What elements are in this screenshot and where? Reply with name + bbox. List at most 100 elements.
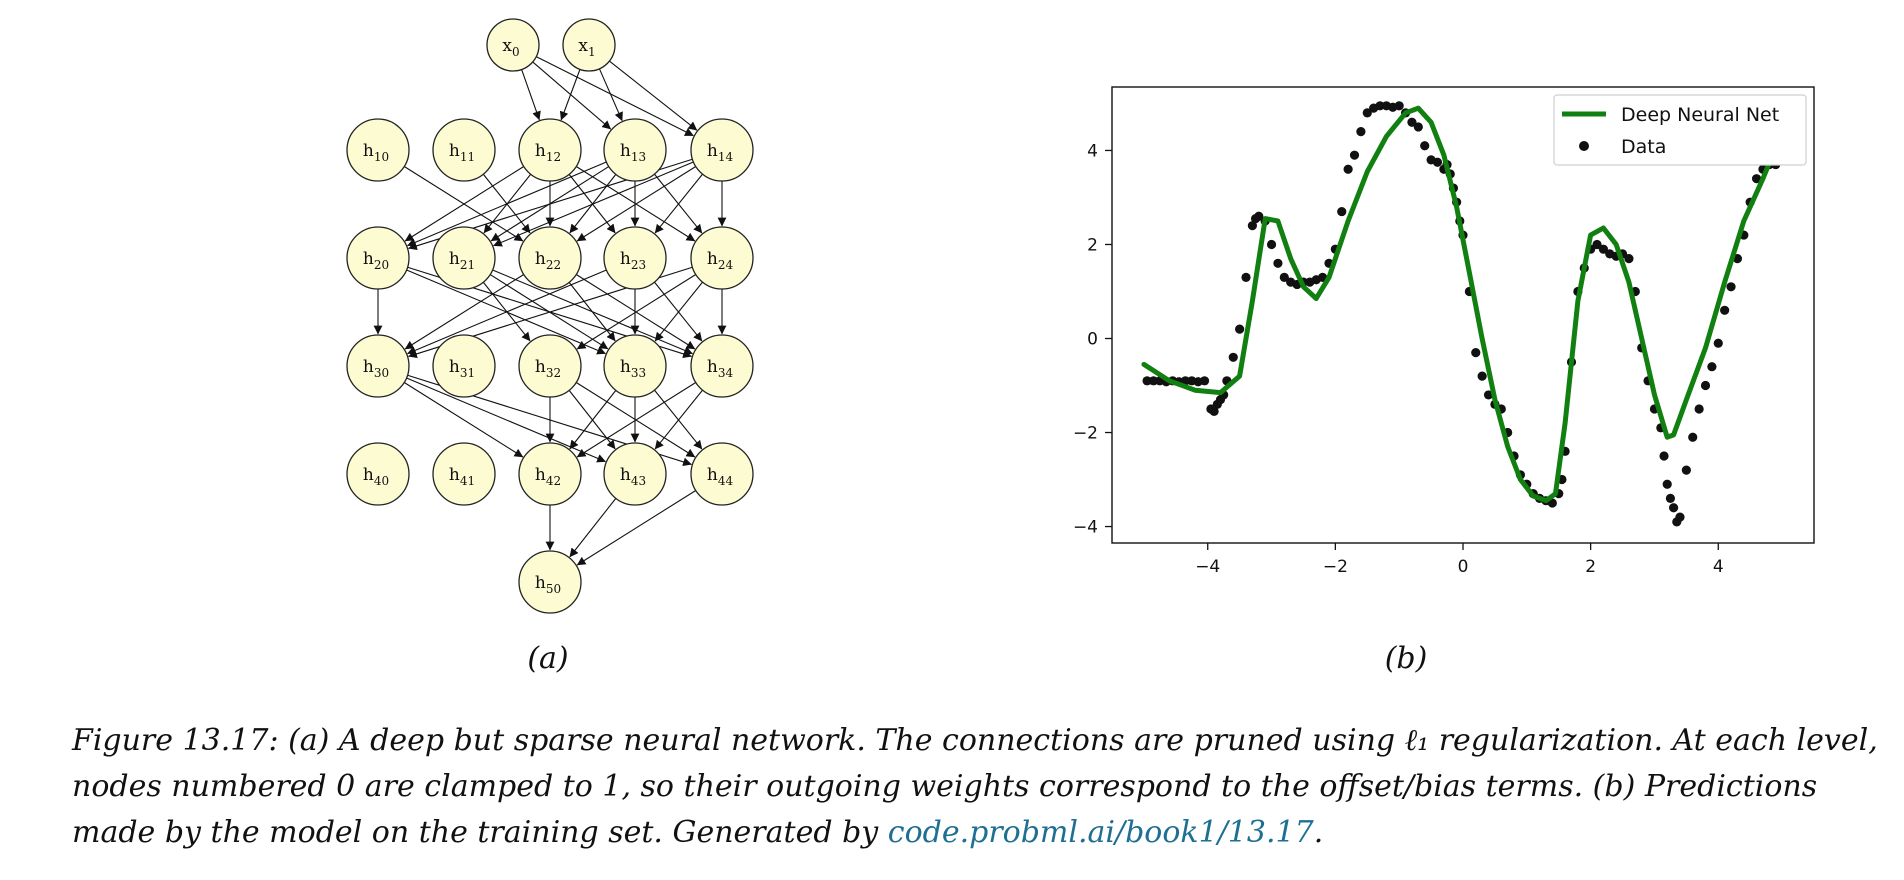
x-tick-label: 2 xyxy=(1585,557,1596,577)
x-tick-label: 4 xyxy=(1713,557,1724,577)
edge-h14-h21 xyxy=(493,161,694,247)
y-axis-ticks: −4 −2 0 2 4 xyxy=(1073,141,1112,538)
node-h43: h43 xyxy=(603,442,667,506)
edge-h30-h43 xyxy=(406,377,606,463)
y-tick-label: 2 xyxy=(1087,235,1098,255)
node-label-h50: h50 xyxy=(535,573,561,596)
data-point xyxy=(1266,239,1277,250)
y-tick-label: 4 xyxy=(1087,141,1098,161)
data-point xyxy=(1471,348,1481,358)
panel-a-label: (a) xyxy=(527,641,568,676)
node-label-h31: h31 xyxy=(449,357,475,380)
node-circle-h33 xyxy=(603,334,667,398)
caption-link[interactable]: code.probml.ai/book1/13.17 xyxy=(887,815,1314,850)
node-label-h13: h13 xyxy=(620,141,646,164)
node-circle-x0 xyxy=(486,18,540,72)
data-point xyxy=(1700,380,1711,391)
node-circle-h30 xyxy=(346,334,410,398)
x-tick-label: −2 xyxy=(1323,557,1348,577)
node-label-h33: h33 xyxy=(620,357,646,380)
node-circle-h20 xyxy=(346,226,410,290)
legend: Deep Neural Net Data xyxy=(1553,94,1807,166)
node-h40: h40 xyxy=(346,442,410,506)
data-point xyxy=(1675,512,1685,522)
node-circle-h40 xyxy=(346,442,410,506)
node-label-x1: x1 xyxy=(578,36,595,59)
node-circle-h22 xyxy=(518,226,582,290)
node-h10: h10 xyxy=(346,118,410,182)
data-point xyxy=(1142,376,1152,386)
legend-dot-swatch xyxy=(1579,141,1589,151)
data-point xyxy=(1598,244,1608,254)
edge-x0-h13 xyxy=(532,61,612,130)
y-tick-label: 0 xyxy=(1087,330,1098,350)
data-point xyxy=(1669,503,1679,513)
node-h31: h31 xyxy=(432,334,496,398)
data-point xyxy=(1688,432,1698,442)
edge-h43-h50 xyxy=(569,498,617,558)
node-circle-h41 xyxy=(432,442,496,506)
data-point xyxy=(1662,479,1672,489)
node-label-h21: h21 xyxy=(449,249,475,272)
data-point xyxy=(1432,157,1443,167)
data-point xyxy=(1483,390,1494,400)
node-circle-h13 xyxy=(603,118,667,182)
data-point xyxy=(1273,258,1283,268)
edge-h23-h30 xyxy=(407,269,607,355)
edge-h33-h42 xyxy=(569,390,617,450)
node-label-h40: h40 xyxy=(363,465,389,488)
node-circle-h43 xyxy=(603,442,667,506)
x-tick-label: 0 xyxy=(1458,557,1469,577)
edge-h13-h20 xyxy=(407,161,607,247)
node-h50: h50 xyxy=(518,550,582,614)
node-circle-h44 xyxy=(690,442,754,506)
node-circle-h32 xyxy=(518,334,582,398)
node-x1: x1 xyxy=(562,18,616,72)
edge-x1-h13 xyxy=(598,68,623,122)
node-label-h20: h20 xyxy=(363,249,389,272)
data-point xyxy=(1209,406,1219,416)
data-point xyxy=(1343,164,1353,174)
diagram-edges xyxy=(373,56,727,566)
node-label-h32: h32 xyxy=(535,357,561,380)
panel-b-label: (b) xyxy=(1385,641,1428,676)
caption-text: Figure 13.17: (a) A deep but sparse neur… xyxy=(72,723,1878,850)
node-h23: h23 xyxy=(603,226,667,290)
node-h24: h24 xyxy=(690,226,754,290)
node-label-h34: h34 xyxy=(707,357,734,380)
x-tick-label: −4 xyxy=(1195,557,1220,577)
legend-label-deep-neural-net: Deep Neural Net xyxy=(1621,104,1779,126)
legend-label-data: Data xyxy=(1621,136,1666,158)
x-axis-ticks: −4 −2 0 2 4 xyxy=(1195,543,1724,577)
figure-caption: Figure 13.17: (a) A deep but sparse neur… xyxy=(72,718,1892,856)
node-circle-h24 xyxy=(690,226,754,290)
data-point xyxy=(1713,338,1723,348)
prediction-chart: −4 −2 0 2 4 −4 −2 0 2 4 Deep Neural Net Data xyxy=(1073,86,1815,577)
node-label-h12: h12 xyxy=(535,141,561,164)
data-point xyxy=(1407,117,1417,127)
node-label-h43: h43 xyxy=(620,465,646,488)
edge-h44-h50 xyxy=(576,490,697,566)
caption-end: . xyxy=(1313,815,1324,850)
node-h33: h33 xyxy=(603,334,667,398)
node-h21: h21 xyxy=(432,226,496,290)
node-circle-h11 xyxy=(432,118,496,182)
data-point xyxy=(1681,465,1691,475)
node-h34: h34 xyxy=(690,334,754,398)
node-circle-h34 xyxy=(690,334,754,398)
data-point xyxy=(1279,272,1289,282)
figure: x0 x1 h10 h11 h12 h13 h14 h20 h21 h22 h23 h24 h30 h31… xyxy=(346,18,1815,676)
node-circle-h42 xyxy=(518,442,582,506)
data-point xyxy=(1349,150,1360,160)
data-point xyxy=(1592,239,1602,250)
edge-h34-h43 xyxy=(654,389,703,450)
node-label-h11: h11 xyxy=(449,141,475,164)
data-point xyxy=(1375,101,1385,111)
data-point xyxy=(1228,352,1238,362)
node-label-h41: h41 xyxy=(449,465,475,488)
node-h11: h11 xyxy=(432,118,496,182)
legend-box xyxy=(1553,94,1807,166)
node-label-h22: h22 xyxy=(535,249,561,272)
node-h41: h41 xyxy=(432,442,496,506)
edge-x0-h14 xyxy=(535,56,694,137)
